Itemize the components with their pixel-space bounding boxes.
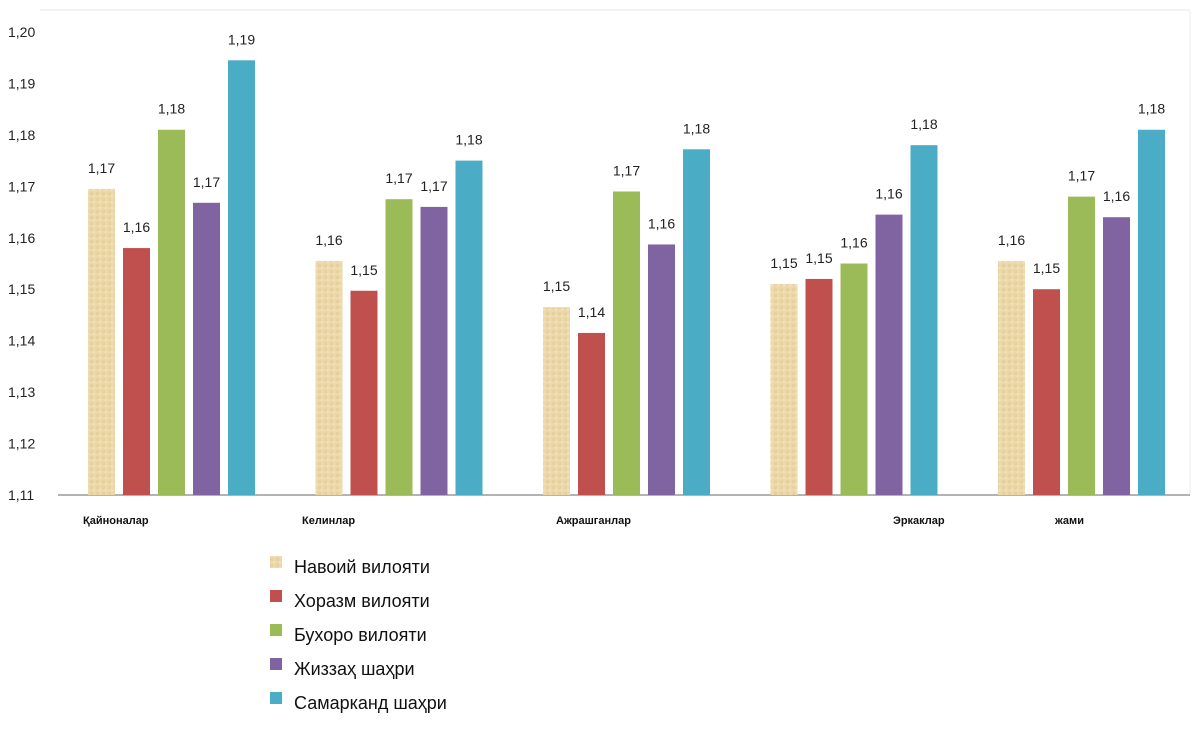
data-label: 1,18 xyxy=(158,101,185,117)
bar xyxy=(683,149,710,495)
bar xyxy=(158,129,185,495)
y-tick-label: 1,16 xyxy=(8,230,35,246)
bar xyxy=(578,332,605,495)
data-label: 1,19 xyxy=(228,31,255,47)
category-label: жами xyxy=(1054,515,1084,527)
category-label: Келинлар xyxy=(302,515,355,527)
bar xyxy=(1103,217,1130,495)
data-label: 1,17 xyxy=(193,174,220,190)
bar xyxy=(88,188,115,495)
legend-label: Самарканд шаҳри xyxy=(294,693,447,713)
bar xyxy=(350,290,378,495)
legend-label: Жиззаҳ шаҳри xyxy=(294,659,415,679)
data-label: 1,17 xyxy=(88,160,115,176)
y-tick-label: 1,11 xyxy=(8,487,34,503)
data-label: 1,18 xyxy=(683,120,710,136)
data-label: 1,16 xyxy=(998,232,1025,248)
data-label: 1,16 xyxy=(648,215,675,231)
bar xyxy=(910,145,938,495)
data-label: 1,17 xyxy=(420,178,447,194)
legend-swatch xyxy=(270,556,282,568)
legend-label: Бухоро вилояти xyxy=(294,625,427,645)
legend-swatch xyxy=(270,692,282,704)
bar xyxy=(228,60,255,496)
bar xyxy=(543,307,570,495)
bar xyxy=(315,260,343,495)
data-label: 1,16 xyxy=(123,219,150,235)
data-label: 1,15 xyxy=(805,250,832,266)
data-label: 1,18 xyxy=(455,132,482,148)
bar xyxy=(420,206,448,495)
y-tick-label: 1,19 xyxy=(8,75,35,91)
data-label: 1,14 xyxy=(578,304,605,320)
bar xyxy=(1033,289,1060,495)
data-label: 1,16 xyxy=(315,232,342,248)
data-label: 1,18 xyxy=(1138,101,1165,117)
bar xyxy=(998,260,1025,495)
category-label: Эркаклар xyxy=(893,515,945,527)
data-label: 1,16 xyxy=(875,186,902,202)
bar xyxy=(385,199,413,495)
bar xyxy=(805,278,833,495)
data-label: 1,17 xyxy=(1068,168,1095,184)
bar xyxy=(123,248,150,495)
legend-swatch xyxy=(270,658,282,670)
bar xyxy=(193,202,220,495)
bar xyxy=(1138,129,1165,495)
data-label: 1,15 xyxy=(770,255,797,271)
y-tick-label: 1,17 xyxy=(8,178,35,194)
data-label: 1,17 xyxy=(613,162,640,178)
y-tick-label: 1,14 xyxy=(8,333,35,349)
y-tick-label: 1,18 xyxy=(8,127,35,143)
data-label: 1,15 xyxy=(543,278,570,294)
bar xyxy=(875,214,903,495)
bar xyxy=(840,263,868,495)
data-label: 1,17 xyxy=(385,170,412,186)
legend-swatch xyxy=(270,624,282,636)
y-tick-label: 1,12 xyxy=(8,436,35,452)
bar xyxy=(648,244,675,495)
category-label: Қайноналар xyxy=(83,515,149,527)
legend-label: Хоразм вилояти xyxy=(294,591,430,611)
bar xyxy=(455,160,483,495)
bar xyxy=(1068,196,1095,495)
bar xyxy=(613,191,640,495)
bar xyxy=(770,284,798,495)
data-label: 1,16 xyxy=(840,235,867,251)
category-label: Ажрашганлар xyxy=(556,515,631,527)
data-label: 1,15 xyxy=(1033,260,1060,276)
data-label: 1,15 xyxy=(350,262,377,278)
legend-swatch xyxy=(270,590,282,602)
y-tick-label: 1,20 xyxy=(8,24,35,40)
y-tick-label: 1,15 xyxy=(8,281,35,297)
legend-label: Навоий вилояти xyxy=(294,557,430,577)
data-label: 1,18 xyxy=(910,116,937,132)
data-label: 1,16 xyxy=(1103,188,1130,204)
y-tick-label: 1,13 xyxy=(8,384,35,400)
